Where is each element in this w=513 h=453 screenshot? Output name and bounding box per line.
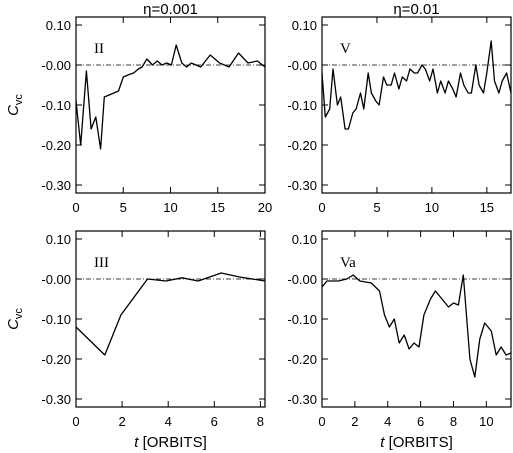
x-tick-label: 0 bbox=[318, 200, 325, 215]
y-tick-label: -0.20 bbox=[287, 138, 317, 153]
panel-title: η=0.001 bbox=[143, 1, 198, 18]
panel-1: 0 5 10 15 20 0.10 -0.00 -0.10 -0.20 -0.30 II η=0.00… bbox=[5, 1, 272, 215]
y-tick-label: -0.30 bbox=[41, 178, 71, 193]
x-tick-label: 20 bbox=[258, 200, 272, 215]
series-line bbox=[75, 272, 266, 356]
y-tick-label: 0.10 bbox=[292, 18, 317, 33]
y-tick-label: -0.00 bbox=[287, 272, 317, 287]
x-tick-label: 4 bbox=[384, 414, 391, 429]
x-tick-label: 2 bbox=[118, 414, 125, 429]
panel-3: 0 2 4 6 8 0.10 -0.00 -0.10 -0.20 -0.30 III Cvc t [OR… bbox=[5, 230, 266, 451]
y-axis-label: Cvc bbox=[5, 94, 25, 116]
y-tick-label: -0.20 bbox=[287, 352, 317, 367]
y-tick-label: -0.10 bbox=[287, 312, 317, 327]
x-tick-label: 15 bbox=[211, 200, 225, 215]
panel-label: III bbox=[94, 255, 109, 271]
x-tick-label: 4 bbox=[165, 414, 172, 429]
y-tick-label: -0.10 bbox=[287, 98, 317, 113]
y-axis-label: Cvc bbox=[5, 308, 25, 330]
panel-2: 0 5 10 15 0.10 -0.00 -0.10 -0.20 -0.30 Vη=0.01 bbox=[287, 1, 512, 215]
x-axis-label: t [ORBITS] bbox=[134, 434, 207, 451]
x-axis-label: t [ORBITS] bbox=[380, 434, 453, 451]
panel-title: η=0.01 bbox=[393, 1, 439, 18]
y-tick-label: -0.20 bbox=[41, 352, 71, 367]
panel-label: Va bbox=[340, 255, 356, 271]
x-tick-label: 6 bbox=[417, 414, 424, 429]
y-tick-label: -0.30 bbox=[287, 392, 317, 407]
y-tick-label: -0.00 bbox=[41, 272, 71, 287]
x-tick-label: 0 bbox=[72, 200, 79, 215]
x-tick-label: 8 bbox=[450, 414, 457, 429]
y-tick-label: -0.00 bbox=[287, 58, 317, 73]
x-tick-label: 0 bbox=[72, 414, 79, 429]
x-tick-label: 5 bbox=[120, 200, 127, 215]
series-line bbox=[75, 44, 266, 150]
y-tick-label: 0.10 bbox=[292, 232, 317, 247]
panel-label: II bbox=[94, 41, 104, 57]
y-tick-label: -0.20 bbox=[41, 138, 71, 153]
series-line bbox=[321, 40, 512, 130]
x-tick-label: 10 bbox=[479, 414, 493, 429]
panel-label: V bbox=[340, 41, 351, 57]
y-tick-label: 0.10 bbox=[46, 232, 71, 247]
panel-4: 0 2 4 6 8 10 0.10 -0.00 -0.10 -0.20 -0.30 Va t [ORBI… bbox=[287, 230, 512, 451]
x-tick-label: 5 bbox=[373, 200, 380, 215]
y-tick-label: -0.10 bbox=[41, 312, 71, 327]
x-tick-label: 10 bbox=[425, 200, 439, 215]
x-tick-label: 10 bbox=[163, 200, 177, 215]
x-tick-label: 15 bbox=[480, 200, 494, 215]
x-tick-label: 2 bbox=[351, 414, 358, 429]
x-tick-label: 0 bbox=[318, 414, 325, 429]
x-tick-label: 6 bbox=[211, 414, 218, 429]
y-tick-label: -0.30 bbox=[287, 178, 317, 193]
y-tick-label: -0.10 bbox=[41, 98, 71, 113]
y-tick-label: 0.10 bbox=[46, 18, 71, 33]
y-tick-label: -0.30 bbox=[41, 392, 71, 407]
series-line bbox=[321, 274, 512, 378]
x-tick-label: 8 bbox=[257, 414, 264, 429]
y-tick-label: -0.00 bbox=[41, 58, 71, 73]
